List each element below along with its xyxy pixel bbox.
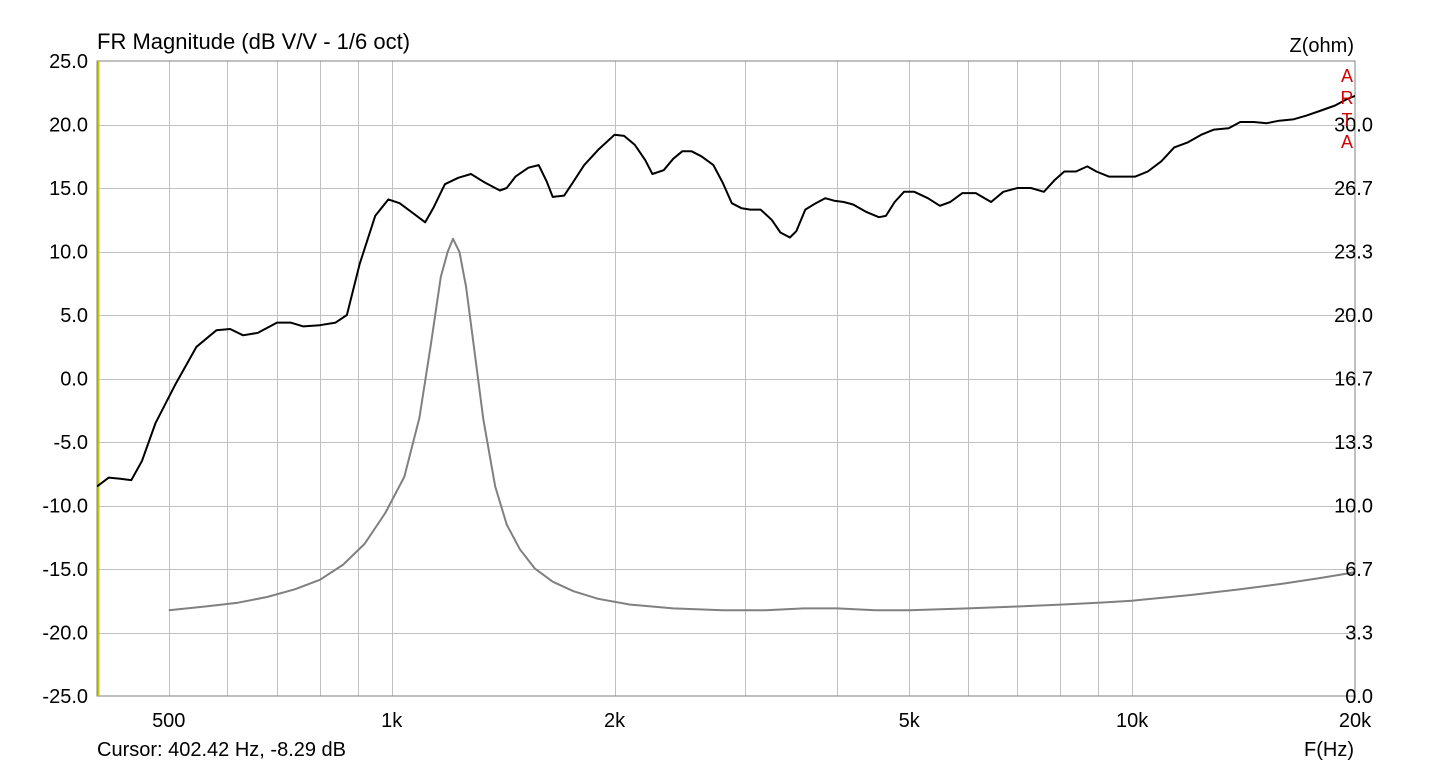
y-left-tick-label: 10.0 — [49, 242, 88, 264]
series-line-magnitude — [97, 94, 1355, 488]
right-axis-label: Z(ohm) — [1290, 35, 1354, 57]
y-left-tick-label: -25.0 — [42, 686, 88, 708]
watermark-letter-a2: A — [1341, 132, 1353, 152]
x-tick-label: 10k — [1116, 710, 1149, 732]
series-layer — [97, 94, 1355, 612]
x-tick-label: 20k — [1339, 710, 1372, 732]
y-right-tick-label: 3.3 — [1345, 623, 1373, 645]
y-left-tick-label: -20.0 — [42, 623, 88, 645]
y-right-tick-label: 10.0 — [1334, 495, 1373, 517]
y-right-tick-label: 30.0 — [1334, 114, 1373, 136]
watermark-letter-r: R — [1341, 88, 1354, 108]
y-right-tick-label: 23.3 — [1334, 242, 1373, 264]
y-left-tick-label: 15.0 — [49, 178, 88, 200]
y-left-tick-label: 5.0 — [60, 305, 88, 327]
x-tick-label: 1k — [381, 710, 403, 732]
y-left-tick-label: 20.0 — [49, 115, 88, 137]
x-tick-label: 2k — [604, 710, 626, 732]
watermark-letter-t: T — [1342, 110, 1353, 130]
x-tick-label: 5k — [899, 710, 921, 732]
y-left-tick-label: -10.0 — [42, 496, 88, 518]
x-tick-label: 500 — [152, 710, 185, 732]
y-left-tick-label: 25.0 — [49, 51, 88, 73]
y-right-tick-label: 13.3 — [1334, 432, 1373, 454]
y-left-tick-label: -15.0 — [42, 559, 88, 581]
plot-frame — [96, 60, 1356, 697]
y-right-tick-label: 16.7 — [1334, 368, 1373, 390]
series-line-impedance — [168, 237, 1355, 612]
chart-title: FR Magnitude (dB V/V - 1/6 oct) — [97, 29, 410, 54]
axis-labels: 25.0 20.0 15.0 10.0 5.0 0.0 -5.0 -10.0 -15.0 -20.… — [42, 51, 1373, 732]
y-right-tick-label: 20.0 — [1334, 305, 1373, 327]
y-right-tick-label: 26.7 — [1334, 178, 1373, 200]
y-left-tick-label: 0.0 — [60, 369, 88, 391]
y-right-tick-label: 0.0 — [1345, 686, 1373, 708]
x-axis-label: F(Hz) — [1304, 739, 1354, 761]
y-right-tick-label: 6.7 — [1345, 559, 1373, 581]
cursor-readout: Cursor: 402.42 Hz, -8.29 dB — [97, 739, 346, 761]
y-left-tick-label: -5.0 — [54, 432, 88, 454]
watermark-letter-a1: A — [1341, 66, 1353, 86]
